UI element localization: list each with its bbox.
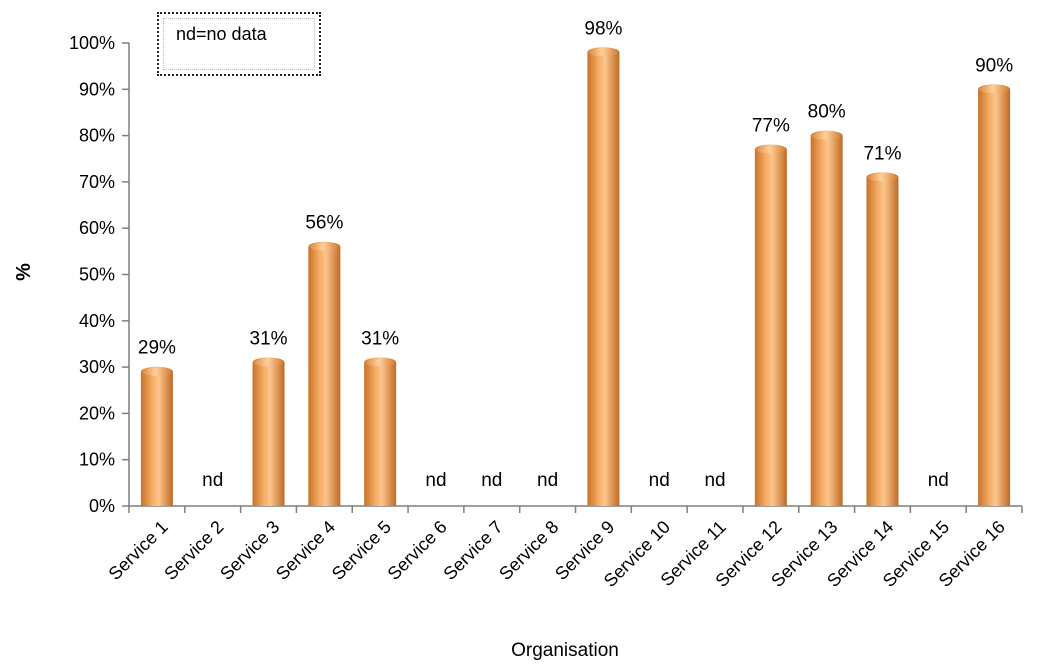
y-tick-label: 10% <box>79 450 115 470</box>
bar <box>754 144 787 507</box>
x-axis-title: Organisation <box>511 640 619 661</box>
category-label: Service 4 <box>272 517 339 584</box>
bar-cap <box>365 358 396 367</box>
y-tick-label: 0% <box>89 496 115 516</box>
y-tick-label: 60% <box>79 218 115 238</box>
y-axis: 0% 10% 20% 30% 40% 50% 60% 70% 80% 90% 100% <box>69 33 130 516</box>
bar <box>308 241 341 506</box>
data-label: 90% <box>975 55 1013 76</box>
data-label: nd <box>928 470 949 491</box>
y-tick-label: 100% <box>69 33 115 53</box>
data-label: 77% <box>752 115 790 136</box>
bar <box>364 357 397 506</box>
data-label: 31% <box>250 328 288 349</box>
data-label: 98% <box>584 18 622 39</box>
bar-cap <box>979 85 1010 94</box>
category-label: Service 8 <box>495 517 562 584</box>
data-label: nd <box>649 470 670 491</box>
bar-cap <box>811 131 842 140</box>
category-label: Service 5 <box>328 517 395 584</box>
data-label: 29% <box>138 338 176 359</box>
bar <box>810 130 843 506</box>
bars <box>140 47 1011 507</box>
bar <box>140 366 173 506</box>
bar-cap <box>309 242 340 251</box>
y-axis-title: % <box>13 263 35 281</box>
data-label: nd <box>202 470 223 491</box>
bar <box>866 172 899 506</box>
note-text: nd=no data <box>176 24 267 44</box>
data-label: nd <box>481 470 502 491</box>
bar-cap <box>867 173 898 182</box>
y-tick-label: 20% <box>79 403 115 423</box>
note-box-inner-border <box>163 18 315 70</box>
data-label: nd <box>704 470 725 491</box>
y-tick-label: 50% <box>79 265 115 285</box>
y-tick-label: 90% <box>79 79 115 99</box>
x-axis <box>128 505 1023 513</box>
category-label: Service 2 <box>160 517 227 584</box>
bar-cap <box>253 358 284 367</box>
y-tick-label: 80% <box>79 126 115 146</box>
data-label: 71% <box>863 143 901 164</box>
data-label: nd <box>425 470 446 491</box>
bar <box>587 47 620 506</box>
note-box: nd=no data <box>157 12 321 76</box>
data-label: 56% <box>305 213 343 234</box>
bar <box>252 357 285 506</box>
category-label: Service 3 <box>216 517 283 584</box>
bar-cap <box>141 367 172 376</box>
category-label: Service 7 <box>439 517 506 584</box>
bar <box>978 84 1011 507</box>
data-label: 31% <box>361 328 399 349</box>
data-labels: 29% nd 31% 56% 31% nd nd nd 98% nd nd 77% 80% 71% nd 90… <box>138 18 1013 491</box>
y-tick-label: 30% <box>79 357 115 377</box>
y-tick-label: 40% <box>79 311 115 331</box>
data-label: nd <box>537 470 558 491</box>
y-tick-label: 70% <box>79 172 115 192</box>
data-label: 80% <box>808 102 846 123</box>
bar-cap <box>755 145 786 154</box>
category-label: Service 6 <box>384 517 451 584</box>
bar-cap <box>588 48 619 57</box>
category-label: Service 1 <box>105 517 172 584</box>
